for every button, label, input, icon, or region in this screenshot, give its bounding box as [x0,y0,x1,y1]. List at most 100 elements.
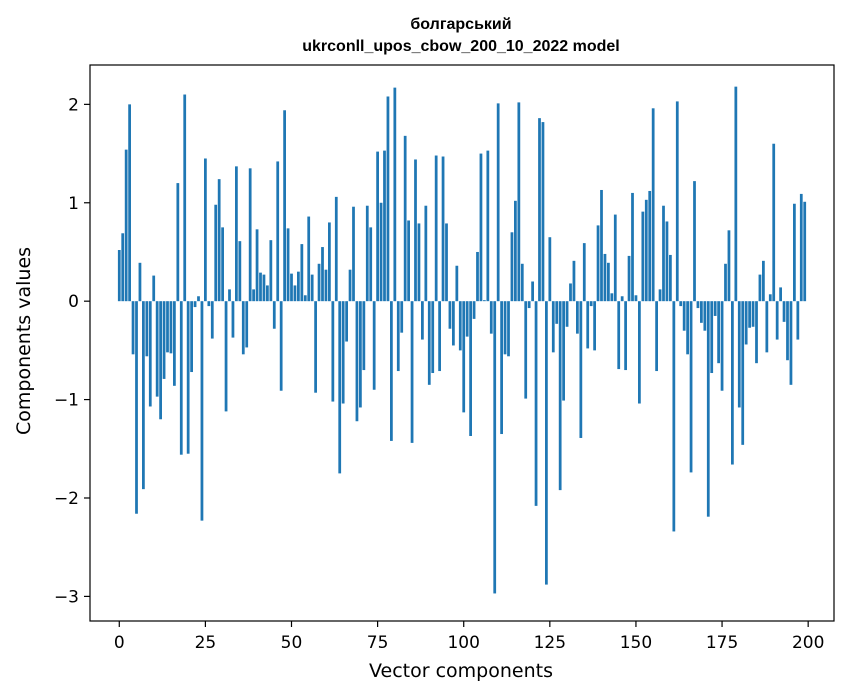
bar-53 [300,244,304,302]
bar-6 [138,262,142,302]
bar-117 [520,263,524,302]
bar-91 [431,301,435,374]
bar-39 [252,289,255,302]
bar-57 [314,301,317,393]
bar-127 [555,301,559,324]
chart-title: болгарський [410,16,511,33]
bar-86 [414,159,417,302]
bar-30 [221,227,224,302]
bar-81 [396,301,400,372]
bar-161 [672,301,676,532]
bar-5 [135,301,138,514]
bar-25 [204,158,207,302]
bar-183 [748,301,751,328]
bar-67 [348,269,352,302]
bar-181 [741,301,745,445]
bar-65 [341,301,345,404]
x-tick-label: 50 [281,633,303,653]
bar-178 [731,301,734,465]
bar-46 [276,161,280,302]
bar-108 [489,301,493,334]
bar-191 [775,301,779,340]
bar-45 [272,301,276,329]
bar-70 [359,301,362,408]
bar-169 [700,301,703,323]
bar-43 [266,285,269,302]
bar-194 [786,301,789,361]
bar-121 [534,301,538,506]
bar-1 [121,233,125,302]
bar-61 [328,222,331,302]
bar-84 [407,220,410,302]
bar-15 [169,301,173,354]
y-tick-label: −3 [54,587,79,607]
bar-78 [386,96,390,302]
bar-36 [241,301,245,355]
bar-20 [186,301,190,454]
bar-149 [631,192,634,302]
bar-100 [462,301,466,413]
bar-112 [503,301,507,355]
bar-176 [724,263,727,302]
bar-120 [531,281,534,302]
bar-119 [527,301,531,309]
bar-136 [586,301,590,349]
bar-130 [565,301,569,327]
bar-73 [369,227,373,302]
x-tick-label: 150 [620,633,652,653]
bar-125 [548,237,552,302]
bar-14 [166,301,169,353]
bar-59 [321,247,324,302]
bar-23 [197,296,200,302]
bar-26 [207,301,211,307]
bar-141 [603,253,607,302]
bar-42 [262,274,266,302]
bar-87 [417,223,421,302]
bar-156 [655,301,658,372]
bar-37 [245,301,249,348]
bar-189 [768,294,772,302]
bar-135 [582,243,586,302]
bar-154 [648,190,652,302]
bar-106 [483,300,486,302]
bar-54 [303,295,307,302]
bar-83 [403,135,407,302]
bar-7 [142,301,145,490]
bar-75 [376,151,379,302]
bar-174 [717,301,720,364]
x-tick-label: 100 [447,633,479,653]
bar-71 [362,301,366,371]
bar-111 [500,301,503,435]
bar-72 [365,205,369,302]
bar-129 [562,301,565,401]
bar-66 [345,301,348,342]
bar-147 [624,301,627,371]
bar-173 [713,301,717,316]
bar-164 [682,301,686,331]
bar-104 [476,251,479,302]
bar-158 [662,205,665,302]
bar-137 [589,301,593,307]
bar-35 [238,241,242,302]
bar-90 [427,301,431,385]
bar-49 [286,228,290,302]
bar-195 [789,301,793,385]
bar-96 [448,301,452,329]
x-tick-label: 175 [706,633,738,653]
x-tick-label: 125 [534,633,566,653]
x-tick-label: 75 [367,633,389,653]
bar-44 [269,240,273,302]
y-tick-label: −1 [54,391,79,411]
bar-103 [472,301,476,319]
bar-170 [703,301,707,331]
bar-11 [155,301,159,397]
bar-159 [665,221,669,302]
bar-102 [469,301,472,436]
bar-188 [765,301,769,353]
bar-118 [524,301,528,399]
bar-99 [458,301,462,351]
bar-77 [383,150,386,302]
x-axis-label: Vector components [369,660,553,682]
bar-13 [162,301,166,379]
